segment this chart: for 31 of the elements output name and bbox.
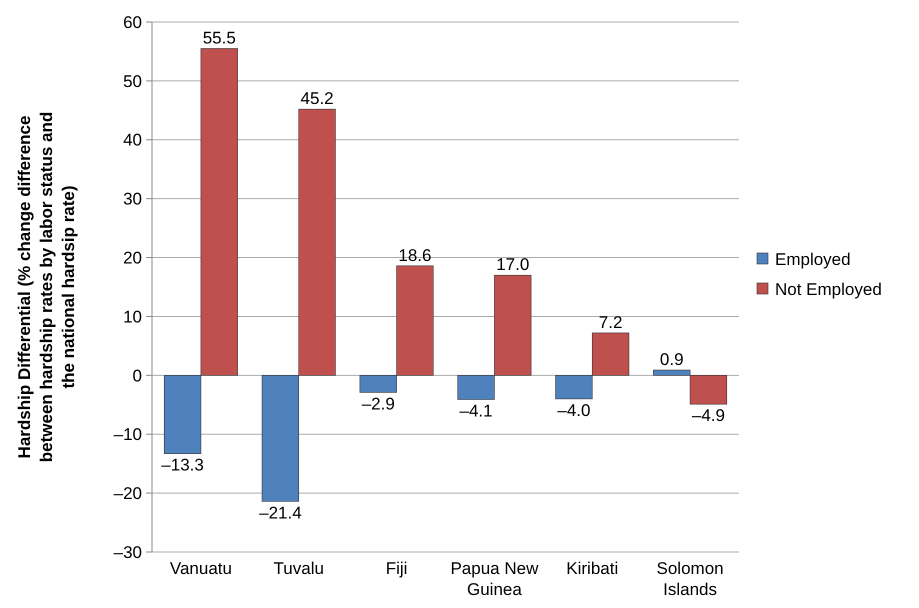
x-tick-label: Kiribati [566,559,618,578]
data-label: 18.6 [398,246,432,265]
x-tick-label: Vanuatu [170,559,232,578]
legend-label: Not Employed [775,280,882,299]
legend-label: Employed [775,250,851,269]
x-tick-label: Fiji [386,559,408,578]
x-tick-label: Papua New Guinea [450,559,540,599]
data-label: 7.2 [598,312,622,332]
y-tick-label: 40 [123,130,142,150]
data-label: 17.0 [496,255,530,274]
x-tick-label: Solomon Islands [656,559,724,599]
data-label: –4.9 [692,406,725,426]
data-label: –13.3 [161,456,204,475]
y-tick-label: 30 [123,190,142,209]
y-axis-title: Hardship Differential (% change difference between hardship rates by labor status and the national hardsip rate) [15,112,78,462]
y-tick-label: 0 [132,366,142,386]
data-label: 55.5 [202,28,236,48]
y-tick-label: 20 [123,248,142,268]
data-label: 45.2 [300,89,334,108]
data-label: –4.1 [460,401,493,420]
data-label: –4.0 [557,400,590,420]
y-tick-label: 10 [123,307,142,326]
y-tick-label: 50 [123,72,142,91]
data-label: 0.9 [660,350,684,370]
y-tick-label: 60 [123,12,142,32]
y-tick-label: –30 [114,542,142,562]
data-label: –2.9 [362,394,395,414]
x-tick-label: Tuvalu [274,559,324,578]
y-tick-label: –20 [114,484,142,504]
data-label: –21.4 [259,503,302,522]
y-tick-label: –10 [114,425,142,444]
